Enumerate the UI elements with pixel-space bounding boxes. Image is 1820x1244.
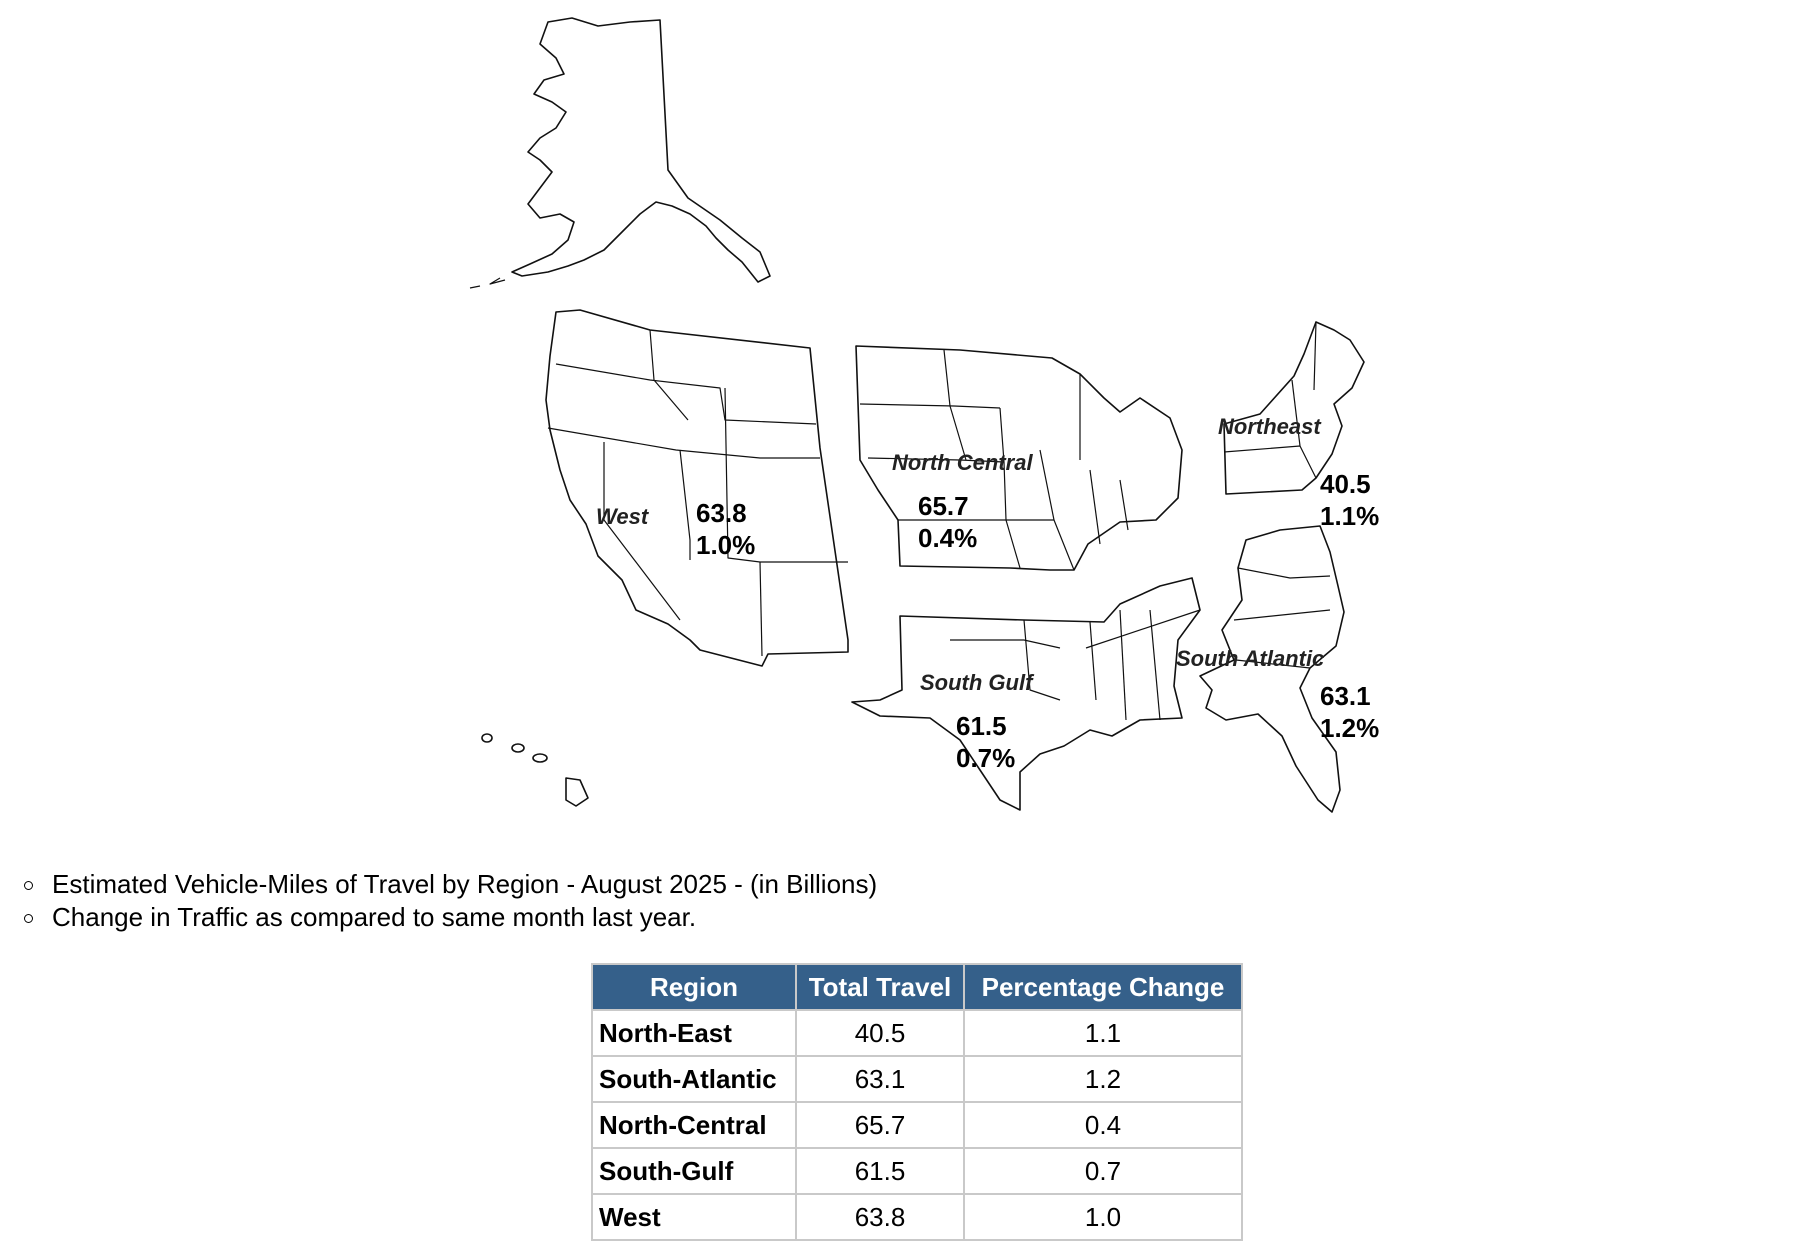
- region-values-south-gulf: 61.5 0.7%: [956, 710, 1015, 774]
- cell-total-travel: 40.5: [795, 1009, 965, 1057]
- cell-region: West: [591, 1193, 797, 1241]
- region-travel-south-atlantic: 63.1: [1320, 681, 1371, 711]
- map-outline: [469, 17, 1365, 813]
- cell-percentage-change: 1.0: [963, 1193, 1243, 1241]
- region-travel-northeast: 40.5: [1320, 469, 1371, 499]
- alaska-shape: [511, 17, 771, 283]
- table-row: North-Central 65.7 0.4: [591, 1101, 1243, 1149]
- cell-percentage-change: 1.1: [963, 1009, 1243, 1057]
- hawaii-island-3: [532, 753, 548, 763]
- cell-total-travel: 65.7: [795, 1101, 965, 1149]
- region-label-north-central: North Central: [892, 450, 1033, 475]
- table-row: South-Gulf 61.5 0.7: [591, 1147, 1243, 1195]
- hawaii-island-1: [481, 733, 493, 743]
- table-header-row: Region Total Travel Percentage Change: [591, 963, 1243, 1011]
- region-change-south-gulf: 0.7%: [956, 743, 1016, 773]
- cell-total-travel: 63.1: [795, 1055, 965, 1103]
- cell-region: North-East: [591, 1009, 797, 1057]
- northeast-region-shape: [1223, 321, 1365, 495]
- region-change-north-central: 0.4%: [918, 523, 978, 553]
- west-region-shape: [545, 309, 849, 667]
- table-row: North-East 40.5 1.1: [591, 1009, 1243, 1057]
- header-region: Region: [591, 963, 797, 1011]
- region-change-south-atlantic: 1.2%: [1320, 713, 1380, 743]
- cell-percentage-change: 1.2: [963, 1055, 1243, 1103]
- hawaii-island-4: [565, 777, 589, 807]
- note-item: Estimated Vehicle-Miles of Travel by Reg…: [18, 868, 877, 901]
- region-values-north-central: 65.7 0.4%: [918, 490, 977, 554]
- cell-total-travel: 63.8: [795, 1193, 965, 1241]
- table-row: West 63.8 1.0: [591, 1193, 1243, 1241]
- region-travel-south-gulf: 61.5: [956, 711, 1007, 741]
- cell-region: North-Central: [591, 1101, 797, 1149]
- south-gulf-region-shape: [851, 577, 1201, 811]
- cell-percentage-change: 0.7: [963, 1147, 1243, 1195]
- north-central-region-shape: [855, 345, 1183, 571]
- region-label-west: West: [596, 504, 649, 529]
- region-values-west: 63.8 1.0%: [696, 497, 755, 561]
- us-regions-map: West 63.8 1.0% North Central 65.7 0.4% N…: [469, 17, 1379, 813]
- cell-region: South-Atlantic: [591, 1055, 797, 1103]
- note-item: Change in Traffic as compared to same mo…: [18, 901, 877, 934]
- region-travel-north-central: 65.7: [918, 491, 969, 521]
- cell-region: South-Gulf: [591, 1147, 797, 1195]
- cell-percentage-change: 0.4: [963, 1101, 1243, 1149]
- region-change-west: 1.0%: [696, 530, 756, 560]
- region-values-south-atlantic: 63.1 1.2%: [1320, 680, 1379, 744]
- table-row: South-Atlantic 63.1 1.2: [591, 1055, 1243, 1103]
- notes-list: Estimated Vehicle-Miles of Travel by Reg…: [18, 868, 877, 934]
- header-total-travel: Total Travel: [795, 963, 965, 1011]
- cell-total-travel: 61.5: [795, 1147, 965, 1195]
- region-label-south-atlantic: South Atlantic: [1176, 646, 1325, 671]
- south-atlantic-region-shape: [1199, 525, 1345, 813]
- region-travel-west: 63.8: [696, 498, 747, 528]
- region-label-south-gulf: South Gulf: [920, 670, 1033, 695]
- region-values-northeast: 40.5 1.1%: [1320, 468, 1379, 532]
- hawaii-island-2: [511, 743, 525, 753]
- region-label-northeast: Northeast: [1218, 414, 1321, 439]
- alaska-peninsula: [469, 277, 506, 289]
- region-travel-table: Region Total Travel Percentage Change No…: [591, 963, 1243, 1241]
- header-percentage-change: Percentage Change: [963, 963, 1243, 1011]
- region-change-northeast: 1.1%: [1320, 501, 1380, 531]
